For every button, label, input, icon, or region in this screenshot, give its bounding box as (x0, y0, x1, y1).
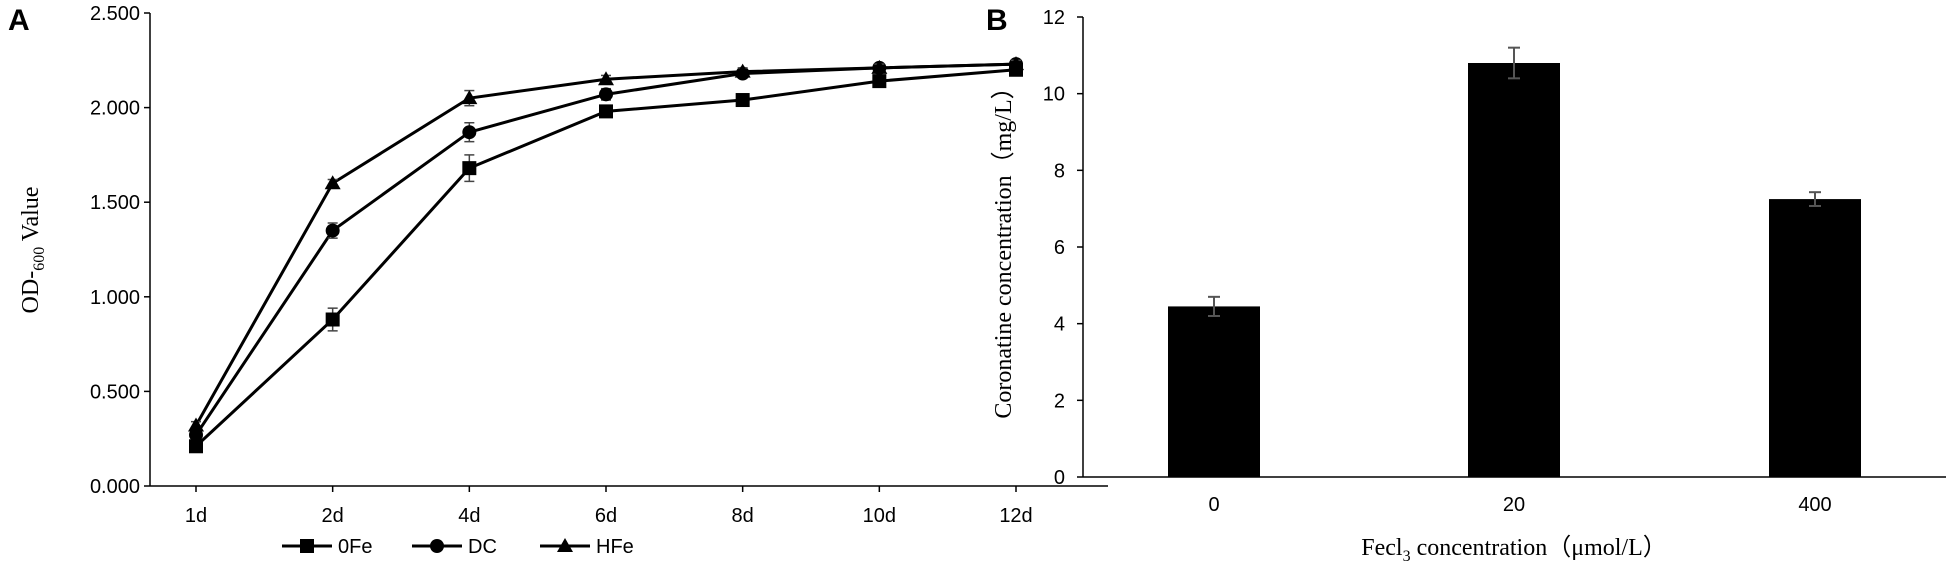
legend-entry: HFe (596, 536, 634, 558)
legend-entry: 0Fe (338, 536, 372, 558)
y-tick-label: 1.500 (90, 192, 140, 214)
x-tick-label: 0 (1208, 494, 1219, 516)
bar (1168, 306, 1260, 477)
data-point (599, 104, 613, 119)
y-tick-label: 0 (1054, 467, 1065, 489)
data-point (462, 125, 477, 140)
y-tick-label: 10 (1043, 84, 1065, 106)
panel-a-y-ticks: 0.000 0.500 1.000 1.500 2.000 2.500 (90, 3, 150, 498)
y-tick-label: 0.500 (90, 381, 140, 403)
legend-marker (557, 538, 573, 552)
panel-a-line-chart: A 0.000 0.500 1.000 1.500 2.000 2.500 1d 2d 4d 6… (8, 3, 1108, 558)
y-tick-label: 2.000 (90, 98, 140, 120)
y-tick-label: 4 (1054, 314, 1065, 336)
panel-b-label: B (986, 4, 1008, 37)
data-point (324, 175, 341, 190)
panel-a-x-ticks: 1d 2d 4d 6d 8d 10d 12d (185, 486, 1033, 527)
panel-b-y-ticks: 0 2 4 6 8 10 12 (1043, 7, 1083, 489)
y-tick-label: 2 (1054, 390, 1065, 412)
x-tick-label: 4d (458, 505, 480, 527)
panel-a-label: A (8, 4, 30, 37)
x-tick-label: 20 (1503, 494, 1525, 516)
series-0Fe (189, 62, 1023, 454)
data-point (871, 59, 888, 74)
data-point (734, 63, 751, 78)
panel-a-series (188, 56, 1024, 454)
panel-b-x-ticks: 0 20 400 (1208, 494, 1831, 516)
panel-b-y-axis-title: Coronatine concentration（mg/L） (991, 75, 1017, 418)
y-tick-label: 8 (1054, 160, 1065, 182)
x-tick-label: 2d (322, 505, 344, 527)
data-point (598, 71, 614, 86)
x-tick-label: 1d (185, 505, 207, 527)
series-line (194, 68, 1017, 448)
y-tick-label: 12 (1043, 7, 1065, 29)
data-point (735, 93, 750, 108)
data-point (1008, 56, 1024, 71)
bar (1769, 199, 1861, 478)
panel-b-bar-chart: B 0 2 4 6 8 10 12 0 20 400 Coronatine concentrat… (986, 4, 1946, 565)
data-point (462, 161, 477, 176)
legend-marker (300, 539, 314, 553)
series-line (194, 62, 1017, 436)
x-tick-label: 10d (863, 505, 896, 527)
x-tick-label: 8d (732, 505, 754, 527)
y-tick-label: 6 (1054, 237, 1065, 259)
panel-b-x-axis-title: Fecl3 concentration（μmol/L） (1361, 535, 1666, 565)
series-HFe (188, 56, 1024, 432)
panel-a-y-axis-title: OD-600 Value (18, 187, 48, 314)
x-tick-label: 400 (1798, 494, 1831, 516)
x-tick-label: 12d (999, 505, 1032, 527)
data-point (189, 439, 203, 454)
x-tick-label: 6d (595, 505, 617, 527)
data-point (188, 417, 204, 432)
data-point (325, 312, 340, 327)
y-tick-label: 1.000 (90, 287, 140, 309)
panel-a-legend: 0Fe DC HFe (282, 536, 634, 558)
bar (1468, 63, 1560, 477)
legend-entry: DC (468, 536, 497, 558)
panel-b-bars (1168, 46, 1861, 478)
legend-marker (430, 539, 444, 553)
y-tick-label: 2.500 (90, 3, 140, 25)
data-point (872, 74, 887, 89)
y-tick-label: 0.000 (90, 476, 140, 498)
data-point (599, 87, 613, 102)
data-point (461, 90, 478, 105)
data-point (325, 223, 340, 238)
